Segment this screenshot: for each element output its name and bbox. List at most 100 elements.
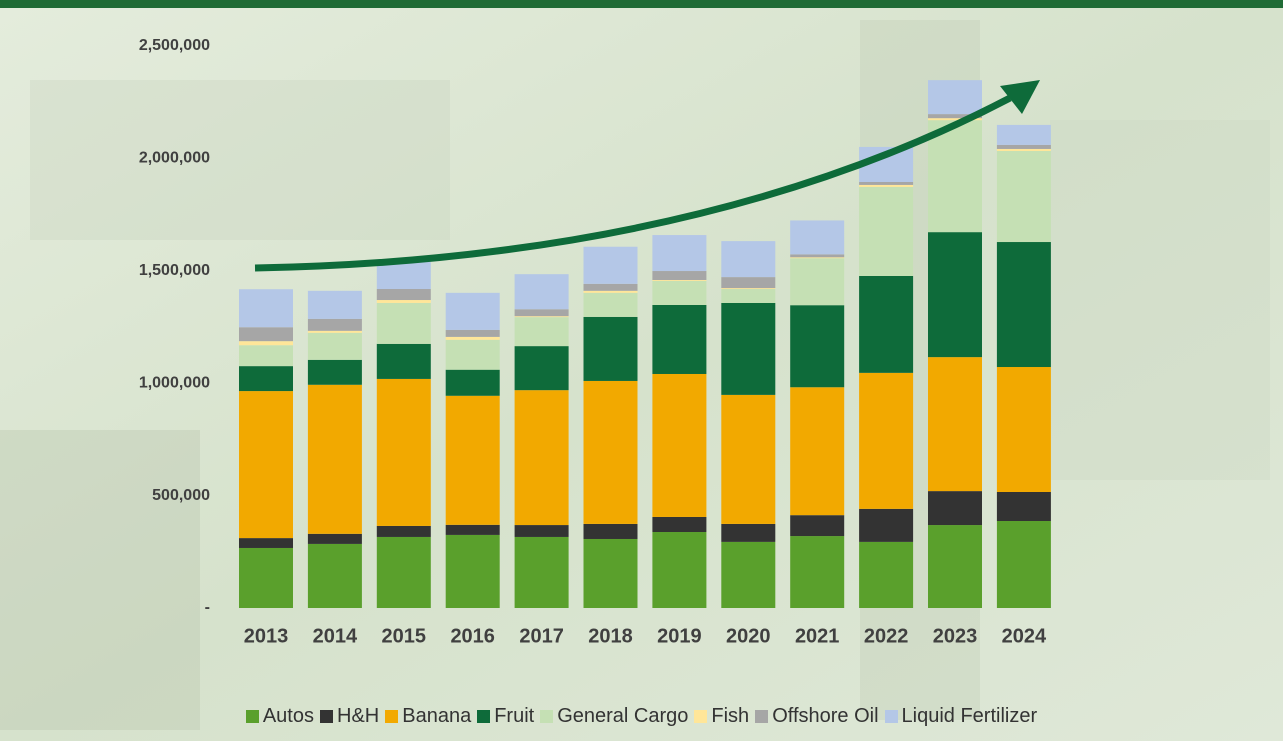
bar-segment (996, 521, 1051, 608)
bar-segment (583, 523, 638, 539)
legend-label: Offshore Oil (772, 704, 879, 727)
top-band (0, 0, 1283, 8)
bar-segment (721, 394, 776, 524)
legend-item: Offshore Oil (755, 704, 879, 728)
bar-segment (307, 359, 362, 385)
bar-segment (239, 538, 293, 548)
y-tick-label: - (205, 599, 210, 616)
legend-item: H&H (320, 705, 379, 728)
legend-label: Fruit (494, 704, 535, 727)
bar-segment (859, 508, 914, 542)
bar-segment (307, 318, 362, 331)
bar-segment (583, 246, 638, 284)
bar-segment (583, 316, 638, 381)
y-tick-label: 1,500,000 (139, 262, 210, 279)
legend-swatch (694, 709, 708, 723)
bar-segment (445, 524, 500, 535)
bar-segment (239, 289, 293, 328)
bar-segment (859, 186, 914, 276)
bar-segment (859, 182, 914, 185)
legend: Autos H&H Banana Fruit General Cargo Fish Offs… (0, 702, 1283, 730)
bar-segment (790, 220, 845, 255)
bar-segment (996, 148, 1051, 151)
y-tick-label: 2,000,000 (139, 150, 210, 167)
x-tick-label: 2024 (1002, 625, 1047, 647)
bar-segment (790, 536, 845, 608)
bar-segment (652, 532, 707, 608)
bar-segment (928, 80, 982, 115)
legend-swatch (755, 709, 769, 723)
x-tick-label: 2018 (588, 625, 633, 647)
y-tick-label: 1,000,000 (139, 374, 210, 391)
legend-label: General Cargo (557, 704, 689, 727)
bar-segment (376, 300, 431, 303)
bar-segment (239, 345, 293, 367)
bar-segment (376, 289, 431, 301)
bar-segment (307, 543, 362, 608)
bar-segment (996, 144, 1051, 149)
bar-segment (721, 541, 776, 608)
x-tick-label: 2017 (519, 625, 564, 647)
bar-segment (790, 258, 845, 306)
x-tick-label: 2015 (382, 625, 427, 647)
bar-segment (928, 491, 982, 526)
bar-segment (445, 292, 500, 330)
bar-segment (376, 262, 431, 290)
legend-item: General Cargo (540, 705, 688, 728)
legend-swatch (477, 709, 491, 723)
legend-item: Fish (694, 705, 749, 728)
bar-segment (239, 366, 293, 392)
bar-segment (376, 525, 431, 537)
bar-segment (790, 257, 845, 259)
legend-item: Banana (385, 705, 471, 728)
bar-segment (928, 232, 982, 358)
bar-segment (376, 343, 431, 379)
bar-segment (445, 329, 500, 337)
bar-segment (790, 515, 845, 537)
bar-segment (996, 492, 1051, 522)
x-tick-label: 2021 (795, 625, 840, 647)
bar-segment (652, 516, 707, 533)
bar-segment (376, 536, 431, 608)
legend-swatch (385, 709, 399, 723)
bar-segment (859, 372, 914, 509)
bar-segment (721, 302, 776, 395)
bar-segment (721, 288, 776, 290)
bar-segment (928, 120, 982, 233)
bar-segment (307, 533, 362, 544)
bar-segment (583, 290, 638, 293)
bar-segment (445, 339, 500, 370)
bar-segment (445, 534, 500, 608)
bar-segment (996, 124, 1051, 145)
x-tick-label: 2014 (313, 625, 358, 647)
legend-item: Liquid Fertilizer (884, 704, 1038, 728)
bar-segment (928, 114, 982, 119)
bar-segment (652, 235, 707, 272)
x-tick-label: 2013 (244, 625, 289, 647)
bar-segment (859, 184, 914, 187)
bar-segment (790, 254, 845, 258)
bar-segment (652, 280, 707, 305)
bar-segment (652, 304, 707, 374)
y-tick-label: 500,000 (152, 487, 210, 504)
legend-label: Fish (711, 704, 750, 727)
bar-segment (239, 391, 293, 539)
bar-segment (583, 283, 638, 291)
legend-label: H&H (337, 704, 380, 727)
bar-segment (239, 341, 293, 346)
legend-swatch (884, 709, 898, 723)
legend-swatch (320, 709, 333, 723)
legend-label: Liquid Fertilizer (901, 704, 1038, 727)
legend-label: Autos (262, 704, 314, 727)
bar-segment (583, 538, 638, 608)
bar-segment (445, 369, 500, 396)
bar-segment (514, 274, 569, 310)
bar-segment (721, 277, 776, 289)
legend-label: Banana (402, 704, 472, 727)
legend-swatch (540, 709, 554, 723)
y-tick-label: 2,500,000 (139, 37, 210, 54)
x-tick-label: 2016 (450, 625, 495, 647)
bar-segment (721, 523, 776, 542)
